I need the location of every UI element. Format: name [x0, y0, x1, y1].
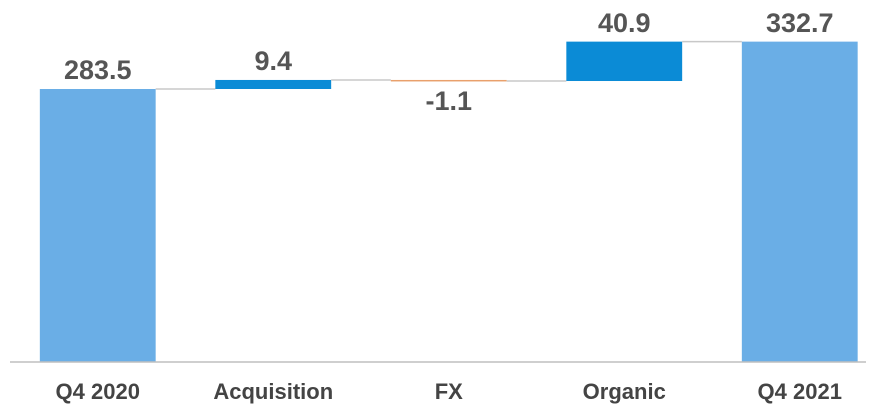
- value-label: 9.4: [254, 46, 292, 76]
- x-tick-label: Acquisition: [213, 379, 333, 404]
- value-label: -1.1: [425, 86, 472, 116]
- bar: [566, 41, 683, 82]
- x-tick-label: FX: [435, 379, 463, 404]
- x-tick-label: Q4 2021: [758, 379, 842, 404]
- bar: [215, 79, 332, 90]
- value-label: 283.5: [64, 55, 132, 85]
- x-tick-label: Organic: [583, 379, 666, 404]
- bar: [390, 79, 507, 82]
- value-label: 40.9: [598, 8, 651, 38]
- bar: [741, 41, 858, 363]
- x-tick-label: Q4 2020: [56, 379, 140, 404]
- value-label: 332.7: [766, 8, 834, 38]
- bar: [39, 89, 156, 363]
